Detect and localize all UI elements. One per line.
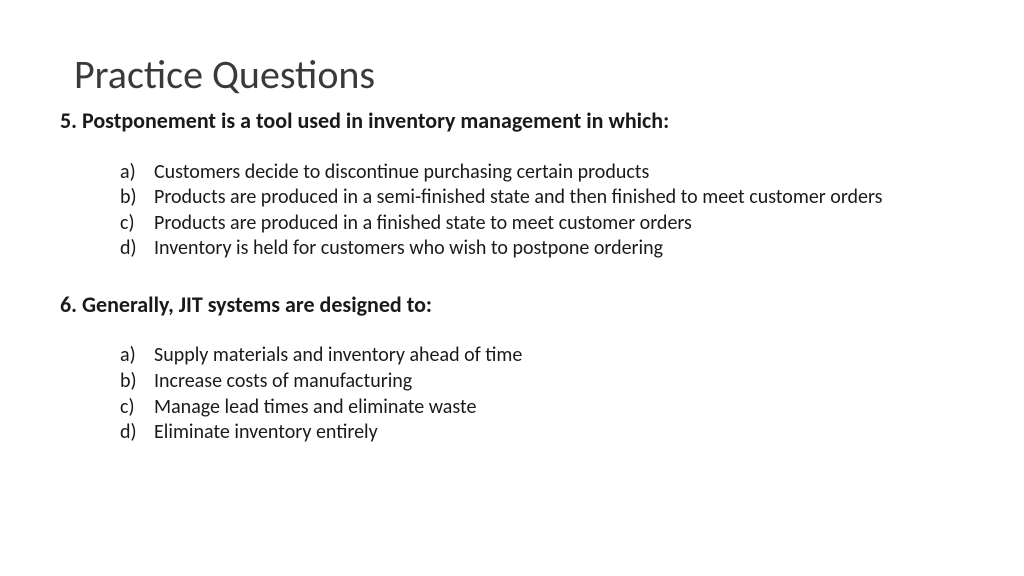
option-letter: a) — [120, 161, 136, 185]
option-6b: b) Increase costs of manufacturing — [120, 370, 964, 394]
question-6-options: a) Supply materials and inventory ahead … — [120, 344, 964, 444]
option-6a: a) Supply materials and inventory ahead … — [120, 344, 964, 368]
option-letter: b) — [120, 186, 137, 210]
page-title: Practice Questions — [74, 50, 964, 99]
question-5-options: a) Customers decide to discontinue purch… — [120, 161, 964, 261]
option-text: Eliminate inventory entirely — [154, 420, 378, 444]
option-text: Products are produced in a semi-finished… — [154, 185, 882, 209]
option-text: Supply materials and inventory ahead of … — [154, 343, 522, 367]
option-5d: d) Inventory is held for customers who w… — [120, 237, 964, 261]
option-6c: c) Manage lead times and eliminate waste — [120, 396, 964, 420]
option-5b: b) Products are produced in a semi-finis… — [120, 186, 964, 210]
option-6d: d) Eliminate inventory entirely — [120, 421, 964, 445]
option-letter: b) — [120, 370, 137, 394]
option-text: Inventory is held for customers who wish… — [154, 236, 663, 260]
option-text: Customers decide to discontinue purchasi… — [154, 160, 649, 184]
slide: Practice Questions 5. Postponement is a … — [0, 0, 1024, 515]
option-text: Increase costs of manufacturing — [154, 369, 412, 393]
option-5a: a) Customers decide to discontinue purch… — [120, 161, 964, 185]
question-5-prompt: 5. Postponement is a tool used in invent… — [60, 107, 964, 135]
option-letter: c) — [120, 396, 135, 420]
option-text: Manage lead times and eliminate waste — [154, 395, 476, 419]
option-letter: a) — [120, 344, 136, 368]
option-letter: c) — [120, 212, 135, 236]
option-5c: c) Products are produced in a finished s… — [120, 212, 964, 236]
option-letter: d) — [120, 421, 137, 445]
option-letter: d) — [120, 237, 137, 261]
question-6-prompt: 6. Generally, JIT systems are designed t… — [60, 291, 964, 319]
option-text: Products are produced in a finished stat… — [154, 211, 692, 235]
